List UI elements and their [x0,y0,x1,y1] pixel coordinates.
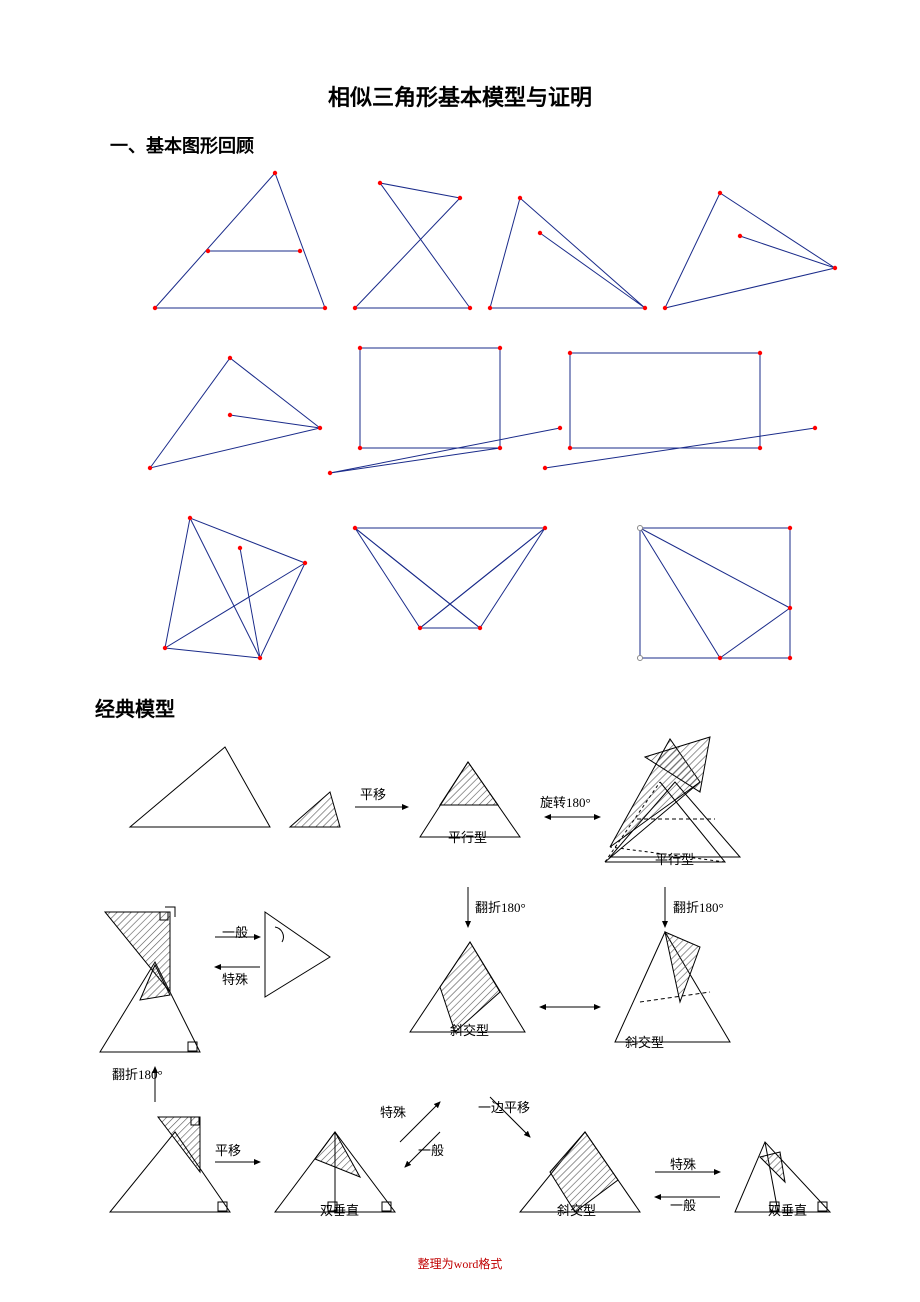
basic-diagrams [0,168,920,688]
label-pingxing-2: 平行型 [655,849,694,868]
label-xiejiao-2: 斜交型 [625,1032,664,1051]
label-xiejiao-3: 斜交型 [557,1200,596,1219]
page-title: 相似三角形基本模型与证明 [0,80,920,112]
label-yibianpingyi: 一边平移 [478,1097,530,1116]
label-yiban-1: 一般 [222,922,248,941]
label-pingyi-2: 平移 [215,1140,241,1159]
label-shuangchuizhi-1: 双垂直 [320,1200,359,1219]
diagrams-svg [0,168,920,688]
label-fanzhe-3: 翻折180° [112,1064,163,1083]
label-pingxing-1: 平行型 [448,827,487,846]
footer-word: word [454,1257,479,1271]
footer-prefix: 整理为 [418,1257,454,1271]
label-yiban-2: 一般 [418,1140,444,1159]
label-pingyi-1: 平移 [360,784,386,803]
flowchart: 平移 平行型 旋转180° 平行型 翻折180° 翻折180° 斜交型 斜交型 … [0,732,920,1232]
flowchart-svg [0,732,920,1252]
section1-title: 一、基本图形回顾 [110,132,920,158]
footer-suffix: 格式 [478,1257,502,1271]
label-fanzhe-2: 翻折180° [673,897,724,916]
label-teshu-1: 特殊 [222,969,248,988]
label-fanzhe-1: 翻折180° [475,897,526,916]
label-shuangchuizhi-2: 双垂直 [768,1200,807,1219]
label-yiban-3: 一般 [670,1195,696,1214]
section2-title: 经典模型 [95,693,920,722]
label-xiejiao-1: 斜交型 [450,1020,489,1039]
label-xuanzhuan: 旋转180° [540,792,591,811]
label-teshu-2: 特殊 [380,1102,406,1121]
footer: 整理为word格式 [0,1255,920,1272]
label-teshu-3: 特殊 [670,1154,696,1173]
